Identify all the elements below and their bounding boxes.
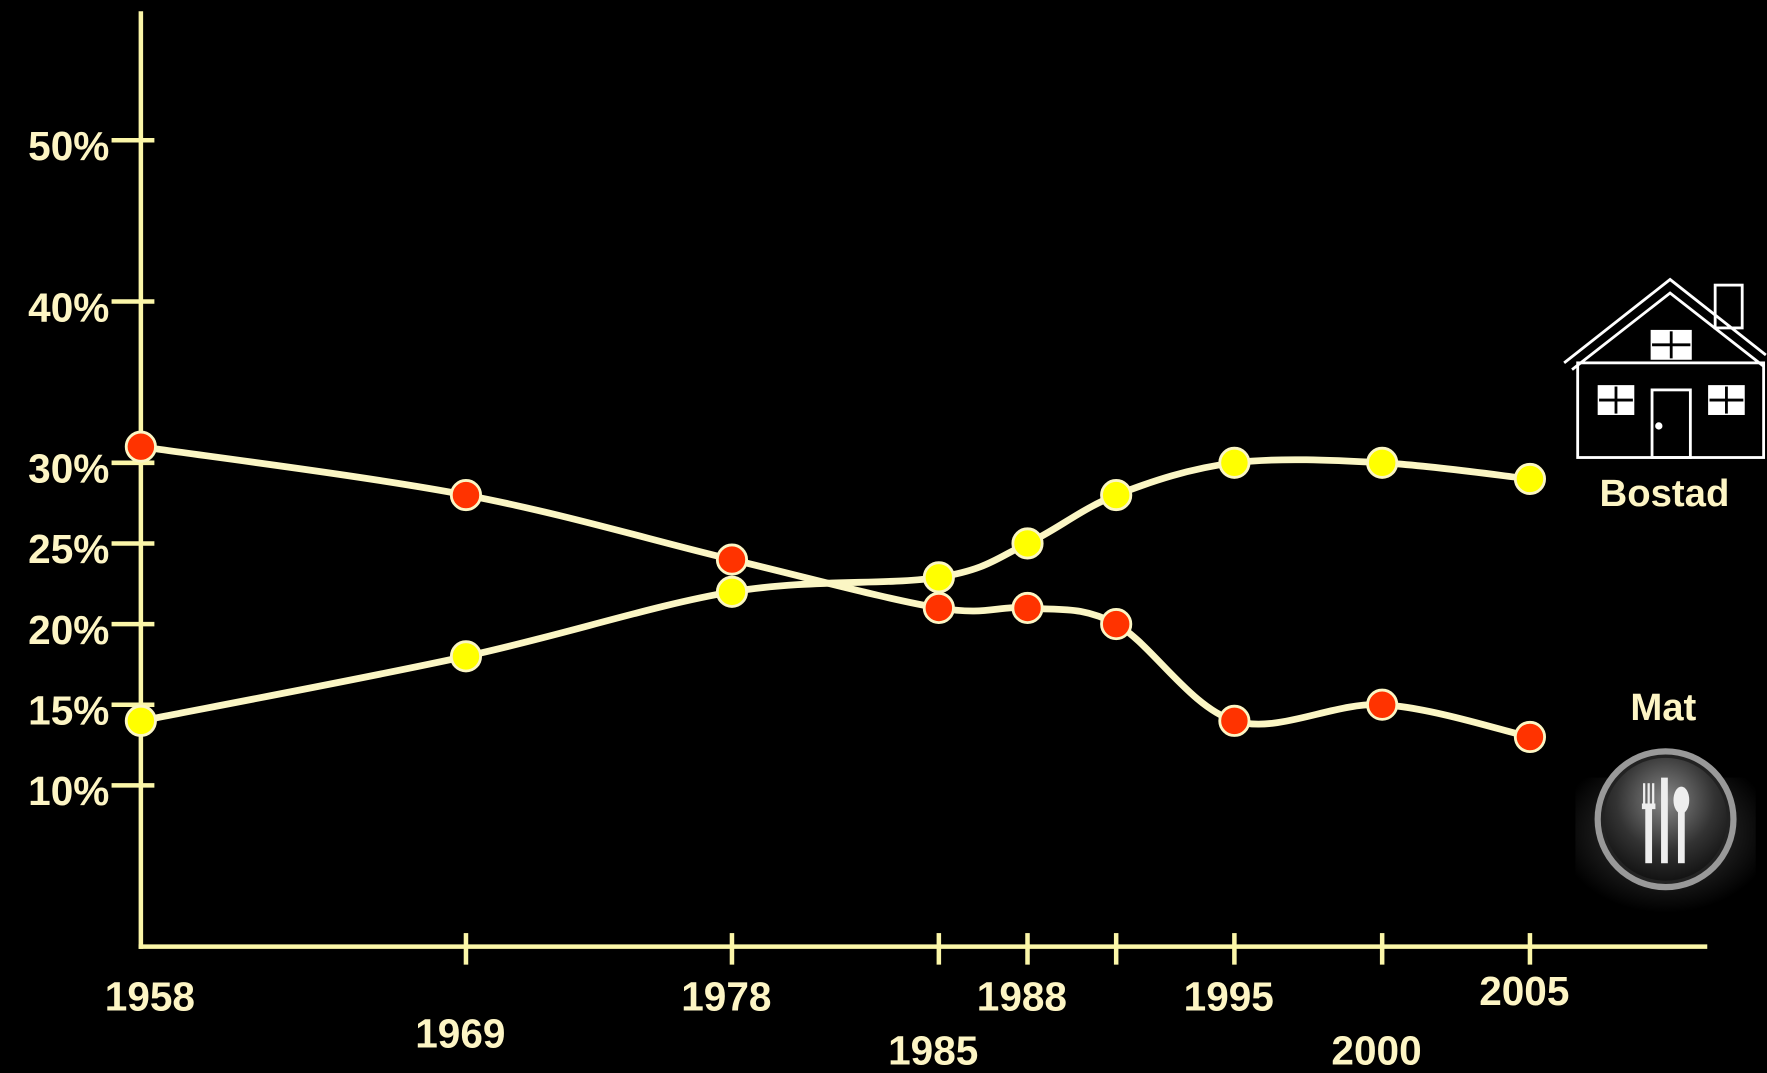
legend-label: Mat bbox=[1630, 686, 1696, 729]
data-point bbox=[922, 591, 955, 625]
y-tick-label: 15% bbox=[28, 687, 109, 733]
data-point bbox=[449, 640, 483, 673]
data-point bbox=[715, 575, 749, 608]
data-point bbox=[124, 430, 157, 463]
house-icon bbox=[1563, 277, 1767, 459]
data-point bbox=[1011, 591, 1044, 625]
x-tick-label: 1958 bbox=[105, 973, 195, 1019]
data-point bbox=[1513, 462, 1546, 495]
data-point bbox=[1100, 479, 1133, 512]
x-tick-label: 2005 bbox=[1479, 968, 1569, 1014]
data-point bbox=[1218, 446, 1251, 479]
y-tick-label: 30% bbox=[28, 446, 109, 492]
plot: 10% 15% 20% 25% 30% 40% 50% 1958 1969 1978 1985 198… bbox=[28, 11, 1767, 1073]
y-tick-label: 50% bbox=[28, 123, 109, 169]
x-tick-label: 1978 bbox=[681, 973, 771, 1019]
data-point bbox=[715, 543, 749, 576]
data-point bbox=[1218, 704, 1251, 737]
x-tick-label: 2000 bbox=[1331, 1027, 1421, 1073]
data-point bbox=[1100, 608, 1133, 641]
y-tick-label: 10% bbox=[28, 768, 109, 814]
legend-label: Bostad bbox=[1600, 472, 1730, 515]
series-line bbox=[140, 443, 1531, 741]
series-line bbox=[140, 456, 1531, 725]
y-tick-label: 40% bbox=[28, 284, 109, 330]
y-tick-label: 20% bbox=[28, 607, 109, 653]
data-point bbox=[1366, 446, 1399, 479]
x-tick-label: 1995 bbox=[1184, 973, 1274, 1019]
data-point bbox=[1011, 527, 1044, 560]
x-tick-label: 1985 bbox=[888, 1027, 978, 1073]
data-point bbox=[1513, 720, 1546, 754]
data-point bbox=[922, 561, 955, 594]
data-point bbox=[1366, 688, 1399, 721]
x-tick-label: 1988 bbox=[977, 973, 1067, 1019]
plate-icon bbox=[1575, 748, 1756, 913]
y-tick-label: 25% bbox=[28, 526, 109, 572]
data-point bbox=[449, 479, 483, 512]
data-point bbox=[124, 704, 157, 737]
x-tick-label: 1969 bbox=[415, 1010, 505, 1056]
